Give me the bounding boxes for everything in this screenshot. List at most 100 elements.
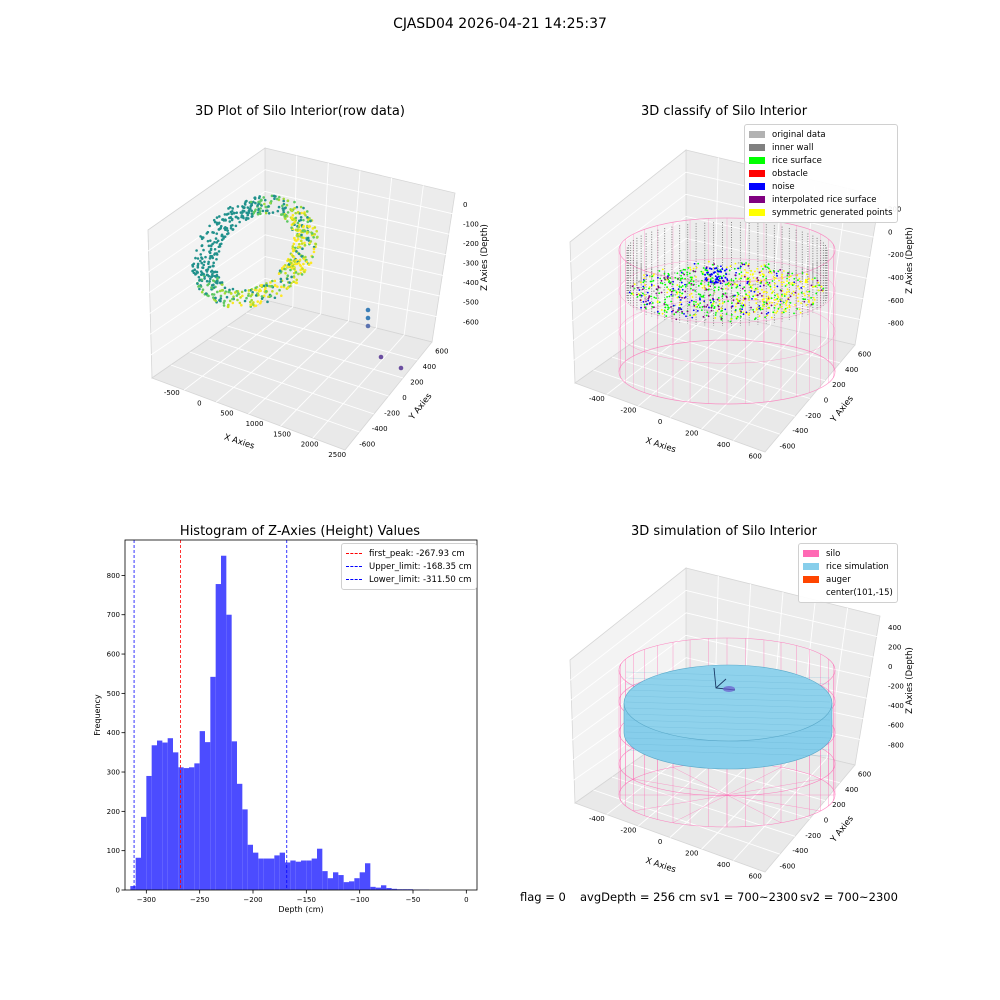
classify-point bbox=[711, 277, 714, 279]
classify-point bbox=[772, 311, 775, 314]
classify-point bbox=[755, 308, 758, 311]
classify-point bbox=[798, 277, 801, 280]
histogram-bar bbox=[210, 676, 216, 890]
raw-point bbox=[250, 209, 253, 213]
raw-point bbox=[248, 207, 251, 211]
classify-point bbox=[659, 286, 662, 289]
histogram-bar bbox=[178, 767, 184, 890]
raw-point bbox=[282, 202, 286, 206]
classify-point bbox=[686, 310, 689, 313]
classify-point bbox=[646, 291, 649, 294]
raw-point bbox=[262, 284, 266, 288]
raw-point bbox=[280, 294, 283, 298]
classify-point bbox=[768, 302, 771, 304]
classify-point bbox=[700, 309, 703, 312]
classify-point bbox=[689, 266, 691, 269]
raw-point bbox=[220, 281, 224, 284]
legend-swatch bbox=[749, 131, 765, 138]
raw-ztick-label: -500 bbox=[463, 299, 479, 307]
simulation-xlabel: X Axies bbox=[644, 856, 677, 875]
classify-point bbox=[765, 277, 768, 280]
classify-point bbox=[775, 277, 777, 280]
classify-point bbox=[716, 272, 718, 274]
classify-point bbox=[683, 312, 685, 315]
raw-point bbox=[286, 277, 289, 281]
raw-point bbox=[219, 242, 223, 246]
legend-swatch bbox=[803, 550, 819, 557]
classify-point bbox=[706, 311, 709, 314]
raw-point bbox=[282, 209, 285, 212]
classify-point bbox=[709, 299, 712, 302]
classify-point bbox=[661, 312, 664, 315]
classify-point bbox=[666, 278, 668, 281]
histogram-ytick-label: 800 bbox=[107, 572, 120, 580]
raw-gridline bbox=[264, 277, 456, 322]
raw-point bbox=[226, 229, 229, 232]
raw-point bbox=[305, 210, 309, 213]
raw-point bbox=[297, 219, 301, 223]
legend-item-symmetric: symmetric generated points bbox=[749, 206, 893, 219]
histogram-bar bbox=[317, 848, 323, 890]
raw-point bbox=[279, 277, 283, 281]
classify-point bbox=[765, 279, 768, 282]
legend-item-silo: silo bbox=[803, 547, 893, 560]
classify-point bbox=[822, 287, 825, 290]
classify-point bbox=[695, 266, 698, 269]
raw-point bbox=[212, 270, 216, 274]
histogram-bar bbox=[247, 844, 253, 890]
raw-point bbox=[258, 195, 261, 198]
classify-ytick-label: 600 bbox=[858, 351, 871, 359]
raw-point bbox=[303, 212, 306, 215]
raw-point bbox=[199, 259, 202, 263]
raw-point bbox=[260, 297, 264, 300]
raw-ytick-label: -200 bbox=[384, 409, 400, 417]
classify-point bbox=[718, 302, 721, 305]
raw-ytick-label: 0 bbox=[402, 394, 406, 402]
raw-point bbox=[281, 204, 284, 208]
classify-point bbox=[750, 306, 752, 309]
classify-point bbox=[776, 297, 779, 300]
classify-point bbox=[713, 263, 716, 265]
classify-point bbox=[763, 264, 766, 266]
classify-point bbox=[698, 306, 701, 309]
histogram-bar bbox=[189, 767, 195, 890]
histogram-bar bbox=[226, 614, 232, 890]
classify-point bbox=[765, 297, 768, 300]
classify-gridline bbox=[569, 238, 687, 323]
classify-point bbox=[669, 288, 672, 291]
classify-point bbox=[766, 291, 768, 294]
raw-point bbox=[214, 237, 218, 240]
raw-point bbox=[200, 290, 204, 294]
classify-point bbox=[663, 272, 666, 275]
raw-point bbox=[209, 270, 213, 273]
classify-point bbox=[704, 268, 707, 271]
raw-ytick-label: -400 bbox=[372, 425, 388, 433]
simulation-gridline bbox=[685, 634, 881, 681]
classify-point bbox=[750, 290, 753, 292]
simulation-gridline bbox=[569, 634, 687, 722]
raw-point bbox=[269, 281, 272, 284]
raw-point bbox=[229, 224, 233, 228]
histogram-bar bbox=[359, 872, 365, 890]
classify-point bbox=[741, 306, 744, 308]
raw-point bbox=[296, 221, 300, 225]
classify-point bbox=[751, 273, 754, 276]
classify-point bbox=[762, 303, 764, 306]
raw-point bbox=[212, 231, 215, 234]
classify-point bbox=[747, 277, 750, 280]
classify-noise-point bbox=[705, 276, 708, 279]
raw-point bbox=[205, 279, 209, 283]
simulation-ztick-label: 0 bbox=[888, 663, 892, 671]
classify-point bbox=[728, 279, 731, 282]
classify-point bbox=[664, 301, 666, 304]
classify-point bbox=[738, 300, 741, 302]
classify-point bbox=[690, 283, 693, 286]
classify-point bbox=[717, 286, 720, 289]
classify-point bbox=[645, 300, 647, 303]
raw-point bbox=[260, 204, 263, 207]
raw-point bbox=[195, 270, 199, 273]
raw-point bbox=[258, 301, 262, 305]
classify-point bbox=[699, 293, 702, 296]
classify-point bbox=[779, 300, 782, 303]
histogram-bar bbox=[162, 742, 168, 890]
